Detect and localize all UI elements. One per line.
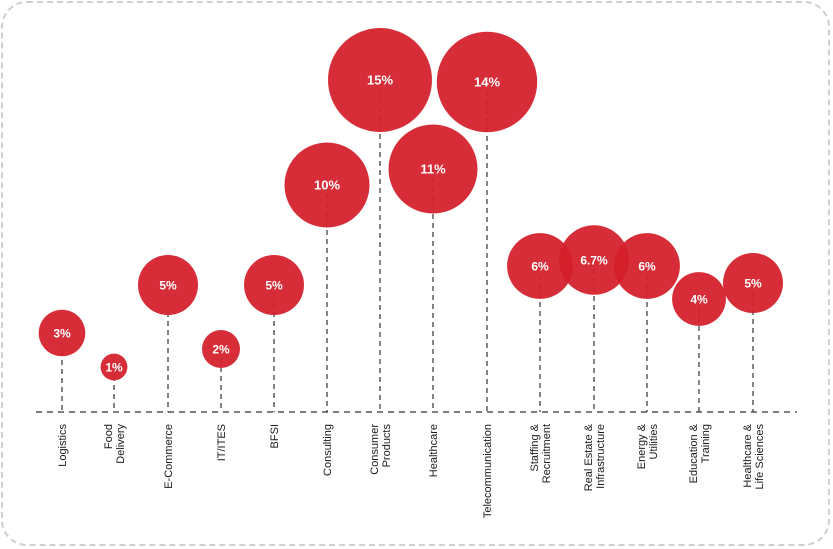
bubble	[38, 309, 86, 357]
category-label: Healthcare	[428, 424, 440, 477]
category-label: E-Commerce	[163, 424, 175, 489]
data-label: 15%	[367, 73, 393, 88]
data-label: 5%	[159, 279, 177, 293]
data-label: 3%	[53, 327, 71, 341]
category-label: Food Delivery	[103, 424, 127, 464]
category-label-line: Consulting	[322, 424, 334, 476]
data-label: 11%	[420, 162, 446, 177]
bubble	[436, 31, 538, 133]
category-label-line: Real Estate &	[583, 423, 595, 491]
category-label-line: IT/ITES	[216, 424, 228, 461]
bubble	[723, 253, 783, 313]
category-label-line: Logistics	[57, 424, 69, 467]
category-label: Consumer Products	[369, 424, 393, 475]
category-label: Staffing & Recruitment	[529, 423, 553, 483]
bubble	[614, 233, 680, 299]
data-label: 4%	[690, 293, 708, 307]
bubble	[100, 353, 128, 381]
category-label-line: Consumer	[369, 424, 381, 475]
data-label: 6%	[531, 260, 549, 274]
bubble	[672, 272, 726, 326]
category-label-line: Recruitment	[541, 424, 553, 483]
bubble	[138, 255, 198, 315]
bubble	[202, 330, 240, 368]
category-label: Education & Training	[688, 423, 712, 483]
category-label-line: Education &	[688, 423, 700, 483]
data-label: 6%	[638, 260, 656, 274]
category-label-line: Food	[103, 424, 115, 449]
category-label-line: Life Sciences	[754, 424, 766, 490]
category-label: Consulting	[322, 424, 334, 476]
category-label-line: Staffing &	[529, 423, 541, 471]
data-label: 1%	[105, 361, 123, 375]
category-label: Telecommunication	[482, 424, 494, 518]
bubble	[244, 255, 304, 315]
category-label: Real Estate & Infrastructure	[583, 423, 607, 491]
category-label-line: Delivery	[115, 424, 127, 464]
category-label-line: Healthcare	[428, 424, 440, 477]
category-label: Healthcare & Life Sciences	[742, 423, 766, 489]
data-label: 5%	[744, 277, 762, 291]
bubble	[507, 233, 573, 299]
bubble	[284, 142, 370, 228]
category-label: Logistics	[57, 424, 69, 467]
category-label-line: Training	[700, 424, 712, 463]
bubble	[388, 124, 478, 214]
data-label: 10%	[314, 178, 340, 193]
category-label: BFSI	[269, 424, 281, 448]
bubble	[559, 225, 629, 295]
category-label-line: E-Commerce	[163, 424, 175, 489]
category-label-line: Telecommunication	[482, 424, 494, 518]
data-label: 14%	[474, 75, 500, 90]
category-label: IT/ITES	[216, 424, 228, 461]
category-label-line: Utilities	[648, 424, 660, 460]
category-label-line: Products	[381, 424, 393, 468]
category-label: Energy & Utilities	[636, 423, 660, 469]
data-label: 2%	[212, 343, 230, 357]
category-label-line: BFSI	[269, 424, 281, 448]
category-label-line: Infrastructure	[595, 424, 607, 489]
data-label: 6.7%	[580, 254, 608, 268]
category-label-line: Energy &	[636, 423, 648, 469]
category-label-line: Healthcare &	[742, 423, 754, 487]
data-label: 5%	[265, 279, 283, 293]
bubble	[328, 28, 432, 132]
